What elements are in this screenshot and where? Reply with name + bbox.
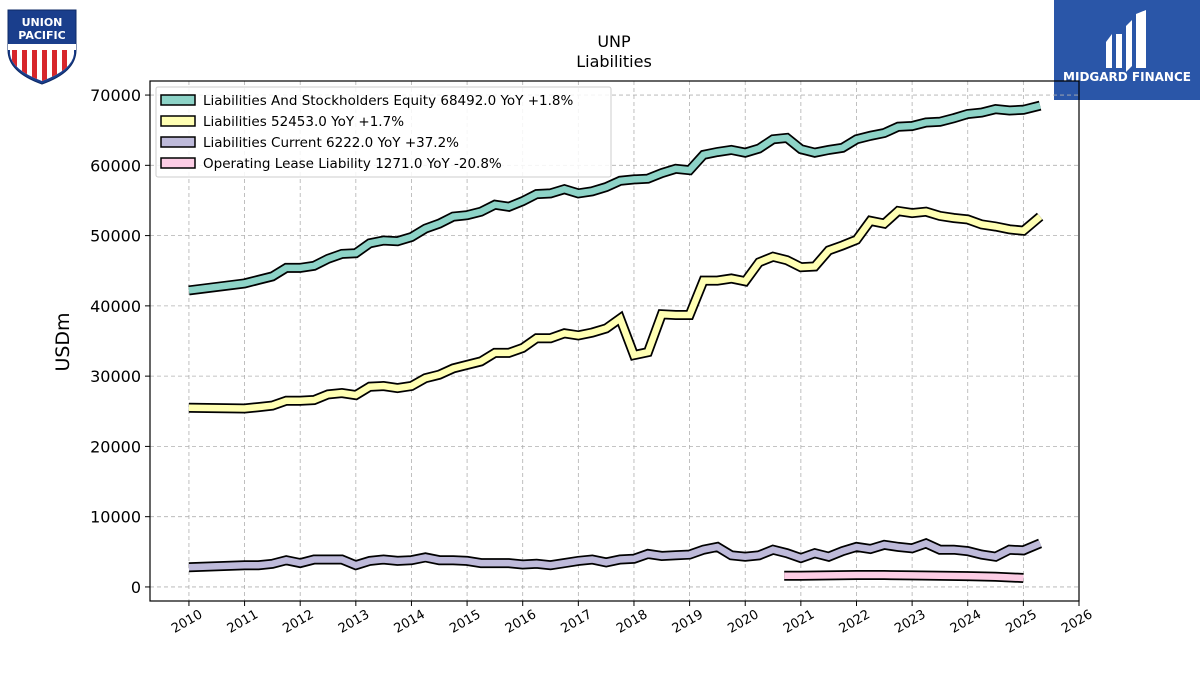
series-line <box>784 571 1024 582</box>
y-axis-label: USDm <box>52 312 74 371</box>
series-2 <box>188 538 1043 573</box>
legend-item: Liabilities And Stockholders Equity 6849… <box>160 93 573 109</box>
y-tick-label: 10000 <box>90 508 141 527</box>
legend-label: Liabilities And Stockholders Equity 6849… <box>203 93 573 109</box>
x-tick-label: 2013 <box>336 607 372 637</box>
y-tick-label: 60000 <box>90 156 141 175</box>
y-axis: 0 10000 20000 30000 40000 50000 60000 70000 <box>90 86 150 597</box>
x-tick-label: 2026 <box>1059 607 1095 637</box>
series-0 <box>188 100 1042 296</box>
legend-swatch <box>160 94 196 106</box>
y-tick-label: 70000 <box>90 86 141 105</box>
x-tick-label: 2022 <box>837 607 873 637</box>
series-3 <box>784 570 1024 583</box>
y-tick-label: 30000 <box>90 367 141 386</box>
x-tick-label: 2025 <box>1004 607 1040 637</box>
legend-label: Liabilities 52453.0 YoY +1.7% <box>203 114 404 130</box>
x-tick-label: 2016 <box>503 607 539 637</box>
x-tick-label: 2010 <box>169 607 205 637</box>
x-axis: 2010 2011 2012 2013 2014 2015 2016 2017 2018 2019… <box>169 601 1095 637</box>
midgard-finance-logo: MIDGARD FINANCE <box>1054 0 1200 100</box>
y-tick-label: 50000 <box>90 227 141 246</box>
y-tick-label: 40000 <box>90 297 141 316</box>
legend-swatch <box>160 157 196 169</box>
x-tick-label: 2018 <box>614 607 650 637</box>
x-tick-label: 2024 <box>948 607 984 637</box>
legend-item: Liabilities 52453.0 YoY +1.7% <box>160 114 404 130</box>
logo-text-bottom: PACIFIC <box>18 29 65 42</box>
legend-swatch <box>160 136 196 148</box>
x-tick-label: 2011 <box>225 607 261 637</box>
series-line <box>188 539 1042 571</box>
legend-item: Liabilities Current 6222.0 YoY +37.2% <box>160 135 459 151</box>
x-tick-label: 2012 <box>280 607 316 637</box>
x-tick-label: 2021 <box>781 607 817 637</box>
series-line <box>188 207 1043 412</box>
midgard-icon <box>1106 10 1146 72</box>
legend-label: Liabilities Current 6222.0 YoY +37.2% <box>203 135 459 151</box>
x-tick-label: 2019 <box>670 607 706 637</box>
chart-title: UNP <box>597 32 631 51</box>
plot-frame <box>149 80 1080 602</box>
y-tick-label: 20000 <box>90 437 141 456</box>
y-tick-label: 0 <box>131 578 141 597</box>
x-tick-label: 2017 <box>559 607 595 637</box>
midgard-name: MIDGARD FINANCE <box>1063 70 1191 84</box>
legend-swatch <box>160 115 196 127</box>
x-tick-label: 2020 <box>725 607 761 637</box>
x-tick-label: 2014 <box>392 607 428 637</box>
legend-label: Operating Lease Liability 1271.0 YoY -20… <box>203 156 502 172</box>
chart-subtitle: Liabilities <box>576 52 652 71</box>
legend-item: Operating Lease Liability 1271.0 YoY -20… <box>160 156 502 172</box>
legend: Liabilities And Stockholders Equity 6849… <box>155 86 612 178</box>
plot-area <box>188 100 1044 583</box>
union-pacific-logo: UNION PACIFIC <box>7 9 77 85</box>
x-tick-label: 2023 <box>892 607 928 637</box>
logo-text-top: UNION <box>22 16 63 29</box>
x-tick-label: 2015 <box>447 607 483 637</box>
series-line <box>188 102 1041 294</box>
series-1 <box>188 205 1044 414</box>
